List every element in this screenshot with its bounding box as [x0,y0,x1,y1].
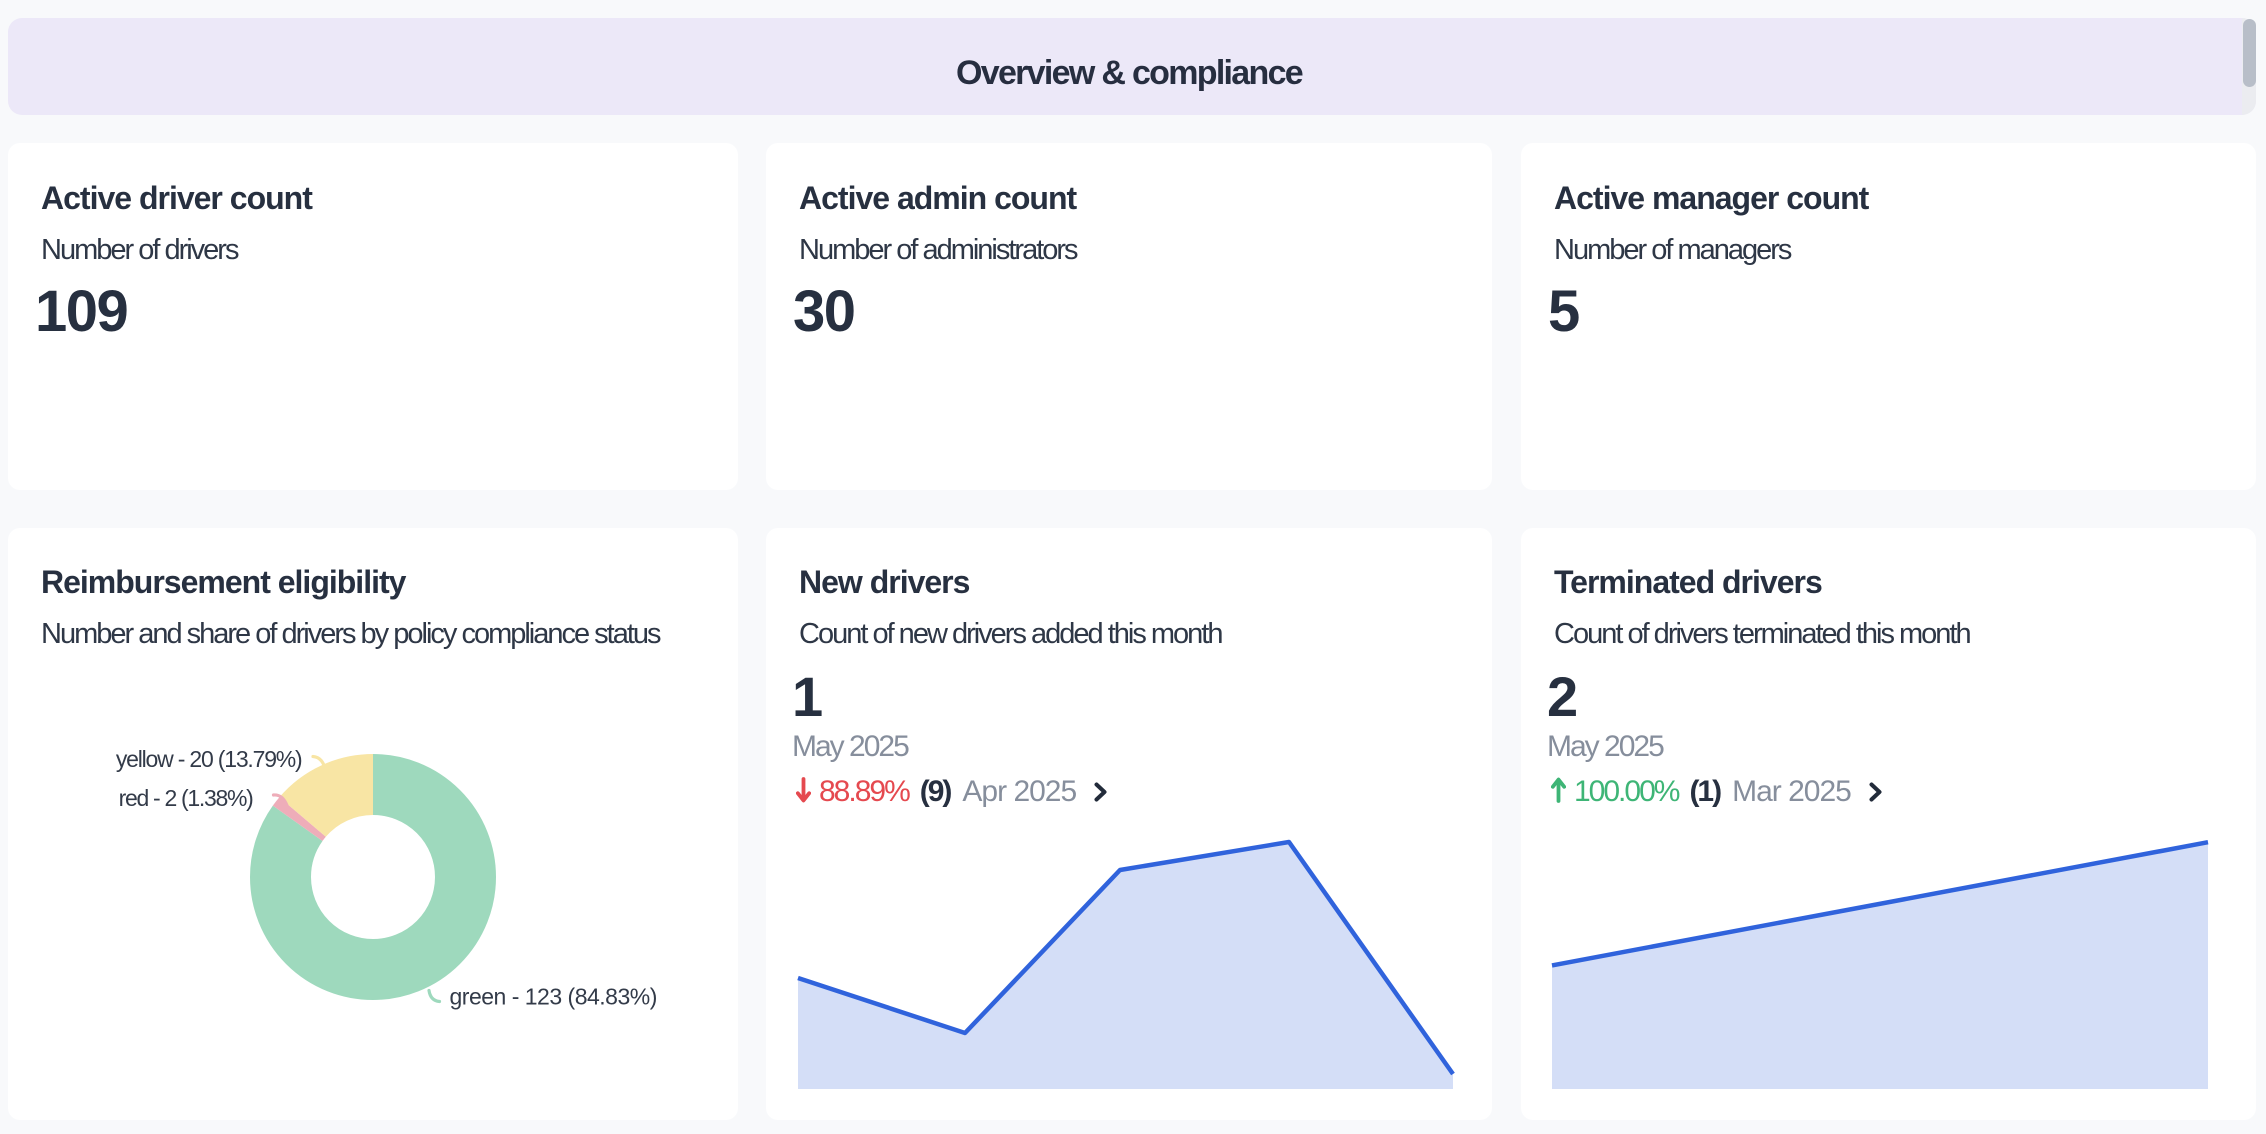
svg-text:red - 2 (1.38%): red - 2 (1.38%) [119,785,254,811]
svg-text:yellow - 20 (13.79%): yellow - 20 (13.79%) [116,746,302,772]
svg-text:green - 123 (84.83%): green - 123 (84.83%) [450,983,657,1009]
